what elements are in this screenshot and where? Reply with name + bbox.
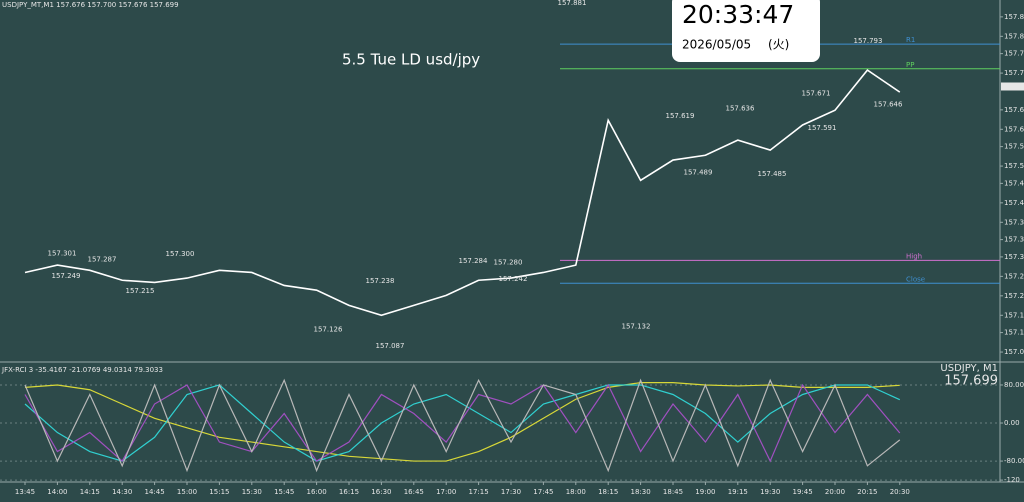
price-annotation: 157.619 xyxy=(666,112,695,120)
y-tick-label: 157.860 xyxy=(1004,13,1024,21)
x-tick-label: 14:15 xyxy=(80,488,100,496)
x-tick-label: 20:00 xyxy=(825,488,845,496)
y-tick-label: 80.0000 xyxy=(1004,381,1024,389)
y-tick-label: 157.815 xyxy=(1004,32,1024,40)
chart-title: 5.5 Tue LD usd/jpy xyxy=(342,51,480,69)
price-annotation: 157.287 xyxy=(88,256,117,264)
y-tick-label: 157.645 xyxy=(1004,106,1024,114)
price-annotation: 157.671 xyxy=(802,90,831,98)
price-annotation: 157.280 xyxy=(494,259,523,267)
series-line xyxy=(24,378,901,473)
y-tick-label: 157.260 xyxy=(1004,272,1024,280)
y-tick-label: 157.305 xyxy=(1004,253,1024,261)
series-line xyxy=(24,381,900,462)
x-tick-label: 20:30 xyxy=(890,488,910,496)
price-annotation: 157.485 xyxy=(758,170,787,178)
y-tick-label: -120 xyxy=(1004,476,1020,484)
x-tick-label: 17:15 xyxy=(469,488,489,496)
y-tick-label: 157.775 xyxy=(1004,50,1024,58)
x-tick-label: 17:45 xyxy=(533,488,553,496)
y-tick-label: 157.515 xyxy=(1004,162,1024,170)
level-label: Close xyxy=(906,275,925,283)
y-tick-label: 0.00 xyxy=(1004,419,1020,427)
last-price-marker xyxy=(1001,82,1024,91)
x-tick-label: 19:00 xyxy=(695,488,715,496)
y-tick-label: 157.600 xyxy=(1004,125,1024,133)
y-tick-label: 157.345 xyxy=(1004,236,1024,244)
x-tick-label: 16:45 xyxy=(404,488,424,496)
price-annotation: 157.489 xyxy=(684,168,713,176)
y-tick-label: 157.385 xyxy=(1004,218,1024,226)
x-tick-label: 18:15 xyxy=(598,488,618,496)
price-annotation: 157.301 xyxy=(48,250,77,258)
price-annotation: 157.300 xyxy=(166,250,195,258)
level-label: PP xyxy=(906,61,914,69)
x-tick-label: 19:15 xyxy=(728,488,748,496)
price-annotation: 157.881 xyxy=(558,0,587,7)
level-label: High xyxy=(906,252,922,260)
y-tick-label: 157.730 xyxy=(1004,69,1024,77)
x-tick-label: 13:45 xyxy=(15,488,35,496)
symbol-label: USDJPY, M1 xyxy=(940,363,998,374)
x-tick-label: 16:30 xyxy=(371,488,391,496)
price-annotation: 157.793 xyxy=(854,37,883,45)
series-line xyxy=(24,383,901,463)
y-tick-label: 157.560 xyxy=(1004,143,1024,151)
clock-date: 2026/05/05 xyxy=(682,38,751,52)
price-annotation: 157.284 xyxy=(459,257,488,265)
price-annotation: 157.646 xyxy=(874,100,903,108)
x-tick-label: 16:15 xyxy=(339,488,359,496)
series-line xyxy=(24,68,901,317)
y-tick-label: 157.130 xyxy=(1004,329,1024,337)
price-annotation: 157.591 xyxy=(808,124,837,132)
last-price: 157.699 xyxy=(944,374,998,389)
x-tick-label: 18:00 xyxy=(566,488,586,496)
x-tick-label: 18:45 xyxy=(663,488,683,496)
price-annotation: 157.087 xyxy=(376,342,405,350)
x-tick-label: 14:30 xyxy=(112,488,132,496)
header: USDJPY_MT,M1 157.676 157.700 157.676 157… xyxy=(2,1,179,9)
price-annotation: 157.242 xyxy=(499,275,528,283)
x-tick-label: 15:45 xyxy=(274,488,294,496)
clock-time: 20:33:47 xyxy=(682,0,794,29)
price-annotation: 157.636 xyxy=(726,105,755,113)
price-annotation: 157.249 xyxy=(52,272,81,280)
x-tick-label: 19:45 xyxy=(793,488,813,496)
price-annotation: 157.132 xyxy=(622,323,651,331)
x-tick-label: 15:30 xyxy=(242,488,262,496)
price-annotation: 157.215 xyxy=(126,287,155,295)
x-tick-label: 14:00 xyxy=(47,488,67,496)
x-tick-label: 18:30 xyxy=(631,488,651,496)
clock-box xyxy=(672,0,820,62)
y-tick-label: -80.0000 xyxy=(1004,457,1024,465)
x-tick-label: 14:45 xyxy=(145,488,165,496)
y-tick-label: 157.170 xyxy=(1004,311,1024,319)
y-tick-label: 157.475 xyxy=(1004,179,1024,187)
y-tick-label: 157.085 xyxy=(1004,348,1024,356)
x-tick-label: 16:00 xyxy=(307,488,327,496)
x-tick-label: 17:00 xyxy=(436,488,456,496)
level-label: R1 xyxy=(906,36,915,44)
y-tick-label: 157.430 xyxy=(1004,199,1024,207)
clock-weekday: (火) xyxy=(768,38,789,52)
price-annotation: 157.238 xyxy=(366,277,395,285)
indicator-title: JFX-RCI 3 -35.4167 -21.0769 49.0314 79.3… xyxy=(1,366,163,374)
x-tick-label: 15:00 xyxy=(177,488,197,496)
price-annotation: 157.126 xyxy=(314,325,343,333)
x-tick-label: 19:30 xyxy=(760,488,780,496)
y-tick-label: 157.215 xyxy=(1004,292,1024,300)
x-tick-label: 17:30 xyxy=(501,488,521,496)
x-tick-label: 20:15 xyxy=(857,488,877,496)
x-tick-label: 15:15 xyxy=(209,488,229,496)
